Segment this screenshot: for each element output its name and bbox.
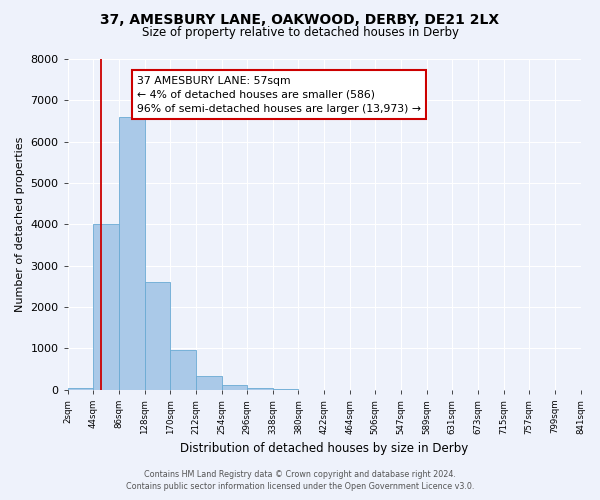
Text: Size of property relative to detached houses in Derby: Size of property relative to detached ho… <box>142 26 458 39</box>
Text: 37, AMESBURY LANE, OAKWOOD, DERBY, DE21 2LX: 37, AMESBURY LANE, OAKWOOD, DERBY, DE21 … <box>100 12 500 26</box>
Bar <box>247 388 273 390</box>
Bar <box>273 388 298 390</box>
Bar <box>145 282 170 390</box>
Bar <box>94 224 119 390</box>
X-axis label: Distribution of detached houses by size in Derby: Distribution of detached houses by size … <box>180 442 468 455</box>
Text: Contains HM Land Registry data © Crown copyright and database right 2024.
Contai: Contains HM Land Registry data © Crown c… <box>126 470 474 491</box>
Bar <box>196 376 221 390</box>
Bar <box>170 350 196 390</box>
Bar <box>119 117 145 390</box>
Text: 37 AMESBURY LANE: 57sqm
← 4% of detached houses are smaller (586)
96% of semi-de: 37 AMESBURY LANE: 57sqm ← 4% of detached… <box>137 76 421 114</box>
Bar <box>68 388 94 390</box>
Bar <box>221 385 247 390</box>
Y-axis label: Number of detached properties: Number of detached properties <box>15 136 25 312</box>
